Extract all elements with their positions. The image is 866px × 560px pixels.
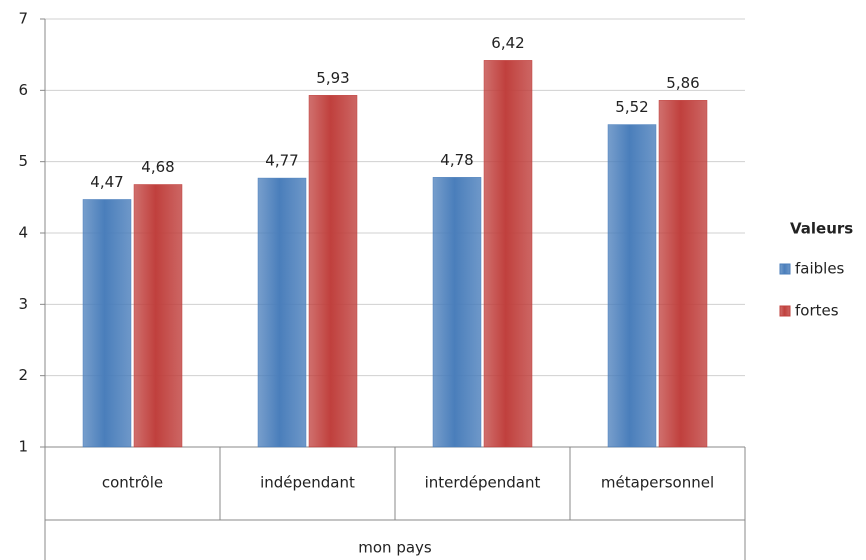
- y-tick-label: 5: [18, 152, 28, 170]
- y-tick-label: 4: [18, 224, 28, 242]
- bar: [82, 199, 132, 448]
- value-label: 6,42: [491, 34, 524, 52]
- value-label: 4,78: [440, 151, 473, 169]
- legend-label: faibles: [795, 260, 845, 278]
- x-tick-label: interdépendant: [425, 474, 541, 492]
- x-tick-label: métapersonnel: [601, 474, 714, 492]
- bar: [308, 95, 358, 448]
- bar: [432, 177, 482, 448]
- y-tick-label: 3: [18, 295, 28, 313]
- x-axis-label: mon pays: [358, 539, 432, 557]
- bar: [658, 100, 708, 448]
- x-tick-label: indépendant: [260, 474, 355, 492]
- x-tick-label: contrôle: [102, 474, 163, 492]
- value-label: 5,93: [316, 69, 349, 87]
- legend-title: Valeurs: [790, 220, 853, 238]
- value-label: 5,52: [615, 98, 648, 116]
- y-tick-label: 1: [18, 438, 28, 456]
- value-label: 4,68: [141, 158, 174, 176]
- legend-label: fortes: [795, 302, 839, 320]
- value-label: 5,86: [666, 74, 699, 92]
- y-tick-label: 6: [18, 81, 28, 99]
- bar: [257, 177, 307, 448]
- y-tick-label: 2: [18, 366, 28, 384]
- value-label: 4,77: [265, 152, 298, 170]
- bar: [607, 124, 657, 448]
- bar: [483, 60, 533, 448]
- legend-swatch: [779, 305, 791, 317]
- bar: [133, 184, 183, 448]
- legend-swatch: [779, 263, 791, 275]
- value-label: 4,47: [90, 173, 123, 191]
- y-tick-label: 7: [18, 10, 28, 28]
